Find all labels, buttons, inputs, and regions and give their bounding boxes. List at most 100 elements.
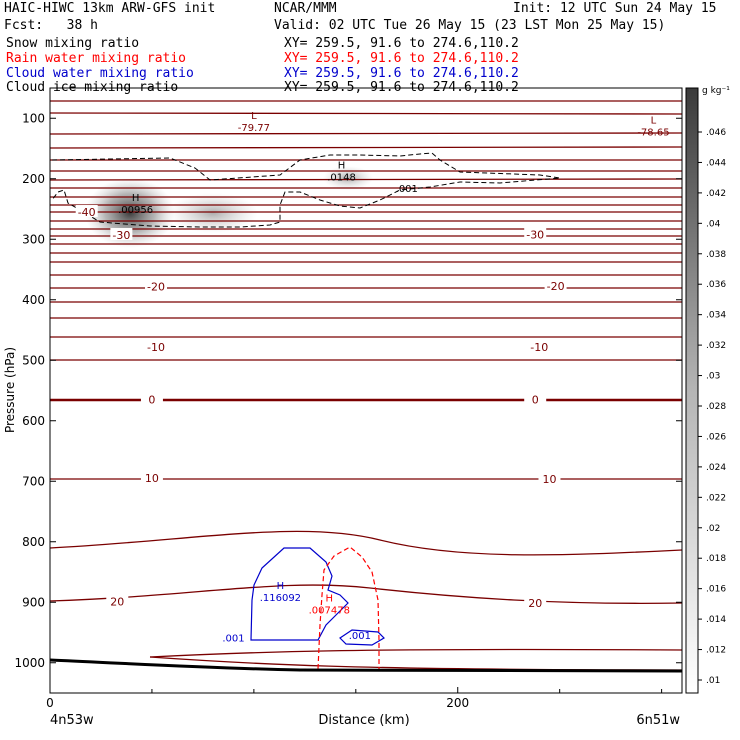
colorbar-level: .014 [706, 615, 726, 625]
colorbar-level: .01 [706, 676, 720, 686]
extremum-value: .00956 [118, 205, 153, 216]
y-tick-label: 400 [22, 293, 45, 307]
extremum-symbol: L [251, 111, 257, 122]
colorbar-level: .016 [706, 585, 726, 595]
isotherm-label-bg [528, 339, 551, 352]
y-tick-label: 1000 [14, 656, 45, 670]
field-snow-name: Snow mixing ratio [6, 36, 140, 51]
field-rain-name: Rain water mixing ratio [6, 51, 187, 66]
isotherm-label: -40 [78, 206, 96, 219]
snow-shading [85, 166, 373, 248]
plot-frame [49, 87, 683, 694]
y-axis-title: Pressure (hPa) [3, 347, 17, 433]
y-tick-label: 100 [22, 111, 45, 125]
contour-label: .001 [396, 184, 418, 195]
isotherm-label-bg [544, 278, 567, 291]
isotherm-label: 20 [110, 596, 124, 609]
isotherm-label-bg [145, 339, 168, 352]
colorbar-level: .038 [706, 250, 726, 260]
extremum-symbol: H [277, 581, 285, 592]
colorbar-level: .024 [706, 463, 726, 473]
extremum-value: .007478 [309, 605, 350, 616]
valid-time: Valid: 02 UTC Tue 26 May 15 (23 LST Mon … [274, 18, 666, 33]
colorbar-level: .042 [706, 189, 726, 199]
forecast-hour: Fcst: 38 h [4, 18, 98, 33]
field-cloudwater-name: Cloud water mixing ratio [6, 66, 194, 81]
temperature-isotherms [50, 100, 682, 671]
extremum-symbol: L [651, 115, 657, 126]
isotherm-labels: -40 -30 -30 -20 -20 -10 -10 0 0 10 10 20 20 [75, 205, 567, 610]
isotherm-label-bg [106, 594, 129, 607]
y-tick-label: 600 [22, 414, 45, 428]
isotherm-label: 0 [148, 394, 155, 407]
isotherm-label: 10 [145, 472, 159, 485]
colorbar-level: .012 [706, 646, 726, 656]
y-tick-label: 500 [22, 353, 45, 367]
x-axis-title: Distance (km) [318, 713, 409, 728]
field-cloudwater-xy: XY= 259.5, 91.6 to 274.6,110.2 [284, 66, 519, 81]
colorbar-level: .04 [706, 219, 721, 229]
colorbar-level: .032 [706, 341, 726, 351]
isotherm-label: -30 [526, 228, 544, 241]
isotherm-label-bg [524, 595, 547, 608]
isotherm-label: -10 [530, 341, 548, 354]
left-endpoint-label: 4n53w [50, 713, 94, 728]
isotherm-label: -20 [147, 280, 165, 293]
isotherm-label-bg [524, 227, 547, 240]
isotherm-label-bg [75, 205, 98, 218]
cloud-ice-contours [51, 152, 561, 228]
isotherm-label-bg [538, 471, 561, 484]
isotherm-label: -20 [547, 280, 565, 293]
terrain-line [49, 658, 683, 673]
y-tick-label: 900 [22, 595, 45, 609]
isotherm-label-bg [524, 392, 547, 405]
colorbar-unit: g kg⁻¹ [702, 86, 730, 96]
colorbar-level: .03 [706, 372, 720, 382]
extremum-symbol: H [132, 193, 140, 204]
contour-label: .001 [222, 633, 244, 644]
colorbar-level: .018 [706, 554, 726, 564]
colorbar-level: .022 [706, 493, 726, 503]
isotherm-label: 20 [528, 597, 542, 610]
model-title: HAIC-HIWC 13km ARW-GFS init [4, 1, 216, 16]
extremum-symbol: H [326, 593, 334, 604]
contour-labels: .001 .001 .001 [222, 184, 418, 645]
extremum-value: -78.65 [637, 127, 669, 138]
y-tick-label: 700 [22, 474, 45, 488]
isotherm-label-bg [140, 471, 163, 484]
rain-water-contours [317, 546, 380, 670]
colorbar-level: .044 [706, 158, 726, 168]
colorbar-level: .026 [706, 432, 726, 442]
y-tick-label: 300 [22, 232, 45, 246]
contour-label: .001 [349, 631, 371, 642]
x-axis: 0 200 [46, 687, 663, 710]
colorbar-level: .028 [706, 402, 726, 412]
isotherm-label-bg [140, 392, 163, 405]
colorbar-level: .036 [706, 280, 726, 290]
extremum-value: .116092 [260, 593, 301, 604]
cloud-water-contours [250, 547, 385, 646]
colorbar [685, 87, 699, 694]
extremum-value: -79.77 [238, 123, 270, 134]
colorbar-level: .046 [706, 128, 726, 138]
isotherm-label: 0 [532, 394, 539, 407]
right-endpoint-label: 6n51w [636, 713, 680, 728]
init-time: Init: 12 UTC Sun 24 May 15 [513, 1, 717, 16]
field-snow-xy: XY= 259.5, 91.6 to 274.6,110.2 [284, 36, 519, 51]
x-tick-label: 0 [46, 696, 54, 710]
isotherm-label: 10 [542, 473, 556, 486]
isotherm-label: -10 [147, 341, 165, 354]
organization-label: NCAR/MMM [274, 1, 337, 16]
colorbar-ticks: .01 .012 .014 .016 .018 .02 .022 .024 .026 .028 .0… [698, 128, 726, 686]
colorbar-level: .02 [706, 524, 720, 534]
y-tick-label: 200 [22, 172, 45, 186]
x-tick-label: 200 [446, 696, 469, 710]
colorbar-level: .034 [706, 311, 726, 321]
isotherm-label-bg [145, 279, 168, 292]
isotherm-label-bg [110, 228, 133, 241]
field-rain-xy: XY= 259.5, 91.6 to 274.6,110.2 [284, 51, 519, 66]
y-tick-label: 800 [22, 535, 45, 549]
